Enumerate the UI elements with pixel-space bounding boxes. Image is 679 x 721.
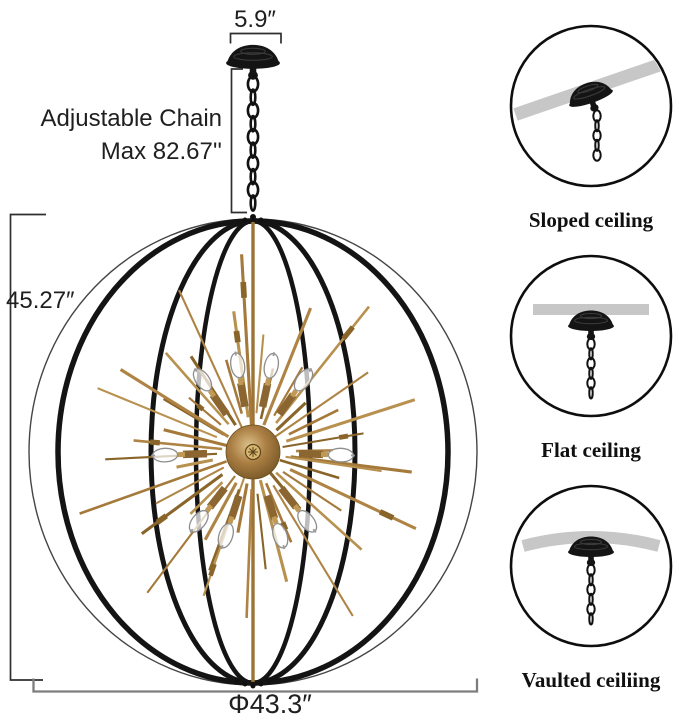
canopy-width-label: 5.9″ (234, 6, 276, 33)
center-sphere-icon (225, 424, 281, 480)
canopy-width-bracket (229, 32, 282, 44)
height-dimension-line (9, 213, 46, 681)
dimension-lines (9, 32, 479, 693)
sloped-ceiling-icon (509, 24, 673, 188)
vaulted-ceiling-icon (509, 484, 673, 648)
mount-option-vaulted: Vaulted ceiliing (503, 482, 679, 693)
bulb-icons (151, 351, 355, 550)
mount-option-sloped: Sloped ceiling (503, 22, 679, 233)
mount-label-vaulted: Vaulted ceiliing (521, 668, 661, 692)
chain-length-bracket (230, 68, 247, 214)
mount-label-sloped: Sloped ceiling (528, 208, 654, 232)
orb-cage (28, 218, 478, 686)
chain-length-label-line1: Adjustable Chain (40, 105, 222, 132)
fixture-height-label: 45.27″ (6, 287, 75, 314)
canopy-icon (226, 44, 280, 80)
chandelier-diagram (9, 32, 479, 693)
flat-ceiling-icon (509, 254, 673, 418)
chain-icon (246, 74, 260, 212)
pole-fittings (234, 214, 272, 689)
mount-option-flat: Flat ceiling (503, 252, 679, 463)
mount-label-flat: Flat ceiling (541, 438, 641, 462)
diameter-dimension-line (32, 678, 479, 693)
fixture-diameter-label: Φ43.3″ (228, 689, 312, 719)
chain-length-label-line2: Max 82.67'' (100, 138, 222, 165)
chain-length-label: Adjustable Chain Max 82.67'' (8, 102, 222, 168)
